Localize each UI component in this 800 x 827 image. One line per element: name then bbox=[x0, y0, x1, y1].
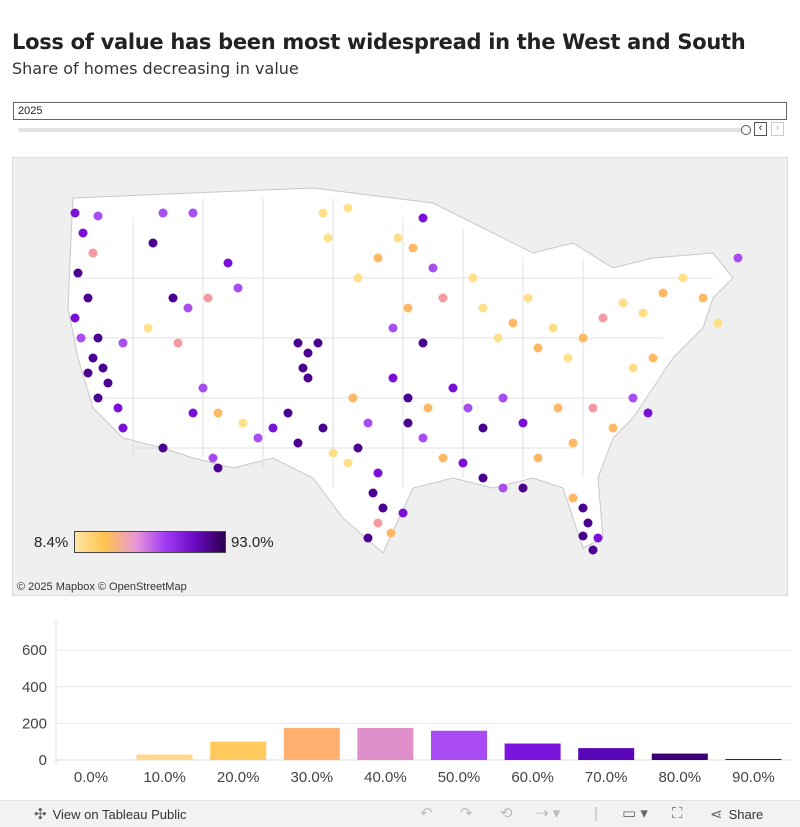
tableau-toolbar: ✣ View on Tableau Public ↶ ↷ ⟲ ⇢ ▾ | ▭ ▾… bbox=[0, 800, 800, 827]
share-label: Share bbox=[728, 807, 764, 822]
undo-icon[interactable]: ↶ bbox=[420, 805, 433, 822]
histogram-bar bbox=[431, 730, 487, 760]
legend-min-label: 8.4% bbox=[34, 534, 69, 551]
map-points[interactable] bbox=[70, 203, 743, 555]
y-tick-label: 600 bbox=[22, 642, 47, 659]
state-borders bbox=[73, 198, 713, 488]
year-filter[interactable]: 2025 bbox=[13, 102, 787, 120]
y-tick-label: 200 bbox=[22, 715, 47, 732]
x-tick-label: 60.0% bbox=[511, 769, 554, 786]
x-tick-label: 90.0% bbox=[732, 769, 775, 786]
view-on-tableau-label: View on Tableau Public bbox=[52, 807, 187, 822]
present-icon[interactable]: ▭ ▾ bbox=[622, 805, 648, 822]
y-tick-label: 0 bbox=[39, 752, 47, 769]
histogram-bar bbox=[136, 754, 193, 760]
fullscreen-icon[interactable]: ⛶ bbox=[672, 805, 683, 822]
dashboard-subtitle: Share of homes decreasing in value bbox=[12, 59, 299, 78]
refresh-icon[interactable]: ⇢ ▾ bbox=[536, 805, 561, 822]
x-tick-label: 40.0% bbox=[364, 769, 407, 786]
redo-icon[interactable]: ↷ bbox=[460, 805, 473, 822]
map-attribution[interactable]: © 2025 Mapbox © OpenStreetMap bbox=[17, 581, 187, 593]
view-on-tableau-link[interactable]: ✣ View on Tableau Public bbox=[34, 805, 187, 823]
year-slider-thumb[interactable] bbox=[741, 125, 751, 135]
chevron-right-icon[interactable]: › bbox=[771, 122, 784, 136]
share-icon: ⋖ bbox=[710, 805, 723, 823]
histogram-bar bbox=[578, 748, 635, 760]
x-tick-label: 0.0% bbox=[74, 769, 108, 786]
map-canvas bbox=[67, 187, 743, 555]
x-tick-label: 20.0% bbox=[217, 769, 260, 786]
x-tick-label: 70.0% bbox=[585, 769, 628, 786]
histogram-bar bbox=[725, 759, 782, 760]
revert-icon[interactable]: ⟲ bbox=[500, 805, 513, 822]
year-slider-track[interactable] bbox=[18, 128, 746, 132]
tableau-icon: ✣ bbox=[34, 805, 47, 823]
histogram-bar bbox=[357, 727, 414, 760]
x-tick-label: 10.0% bbox=[143, 769, 186, 786]
x-tick-label: 50.0% bbox=[438, 769, 481, 786]
legend-max-label: 93.0% bbox=[231, 534, 274, 551]
share-button[interactable]: ⋖ Share bbox=[710, 805, 764, 823]
color-legend-bar bbox=[74, 531, 226, 553]
histogram-bar bbox=[504, 743, 561, 760]
y-tick-label: 400 bbox=[22, 679, 47, 696]
chevron-left-icon[interactable]: ‹ bbox=[754, 122, 767, 136]
x-tick-label: 80.0% bbox=[659, 769, 702, 786]
us-map[interactable]: 8.4% 93.0% © 2025 Mapbox © OpenStreetMap bbox=[12, 157, 788, 596]
histogram-bar bbox=[283, 727, 340, 760]
histogram-bar bbox=[210, 741, 267, 760]
histogram-chart: 0 200 400 600 0.0% 10.0% 20.0% 30.0% 40.0% 50.0% 6… bbox=[0, 610, 800, 800]
histogram-svg: 0 200 400 600 0.0% 10.0% 20.0% 30.0% 40.0% 50.0% 6… bbox=[22, 620, 792, 786]
dashboard-title: Loss of value has been most widespread i… bbox=[12, 30, 746, 54]
histogram-bar bbox=[651, 753, 708, 760]
separator: | bbox=[594, 805, 598, 822]
x-tick-label: 30.0% bbox=[291, 769, 334, 786]
